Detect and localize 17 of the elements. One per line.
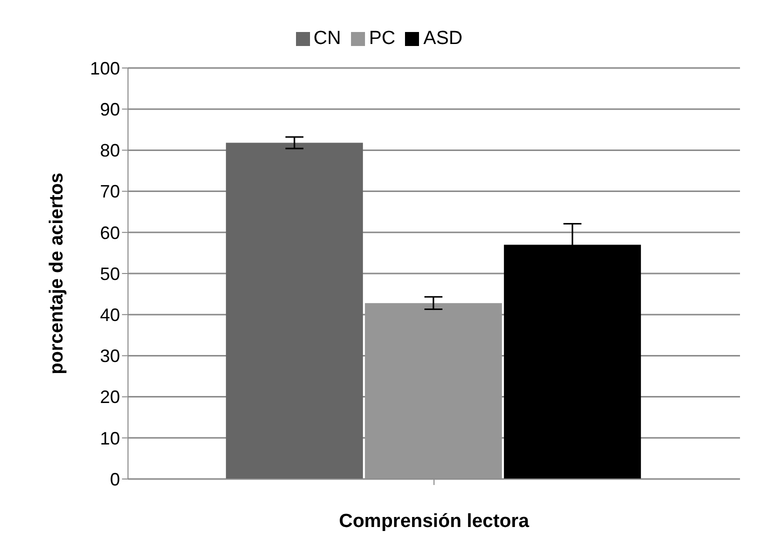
y-tick-label: 10 bbox=[100, 428, 120, 448]
legend-label: CN bbox=[314, 28, 341, 49]
y-tick-label: 20 bbox=[100, 387, 120, 408]
y-tick-label: 30 bbox=[100, 346, 120, 366]
y-tick-label: 40 bbox=[100, 304, 120, 325]
bar bbox=[226, 142, 363, 479]
y-tick-label: 70 bbox=[100, 182, 120, 202]
y-axis-title: porcentaje de aciertos bbox=[46, 172, 68, 374]
legend-label: ASD bbox=[423, 28, 462, 49]
x-axis-title: Comprensión lectora bbox=[338, 511, 530, 532]
y-tick-label: 60 bbox=[100, 222, 120, 243]
y-tick-label: 90 bbox=[100, 99, 120, 120]
legend-label: PC bbox=[368, 28, 396, 49]
y-tick-label: 80 bbox=[100, 140, 120, 161]
y-tick-label: 50 bbox=[100, 264, 120, 284]
y-tick-label: 100 bbox=[90, 58, 120, 78]
y-tick-label: 0 bbox=[110, 469, 120, 490]
